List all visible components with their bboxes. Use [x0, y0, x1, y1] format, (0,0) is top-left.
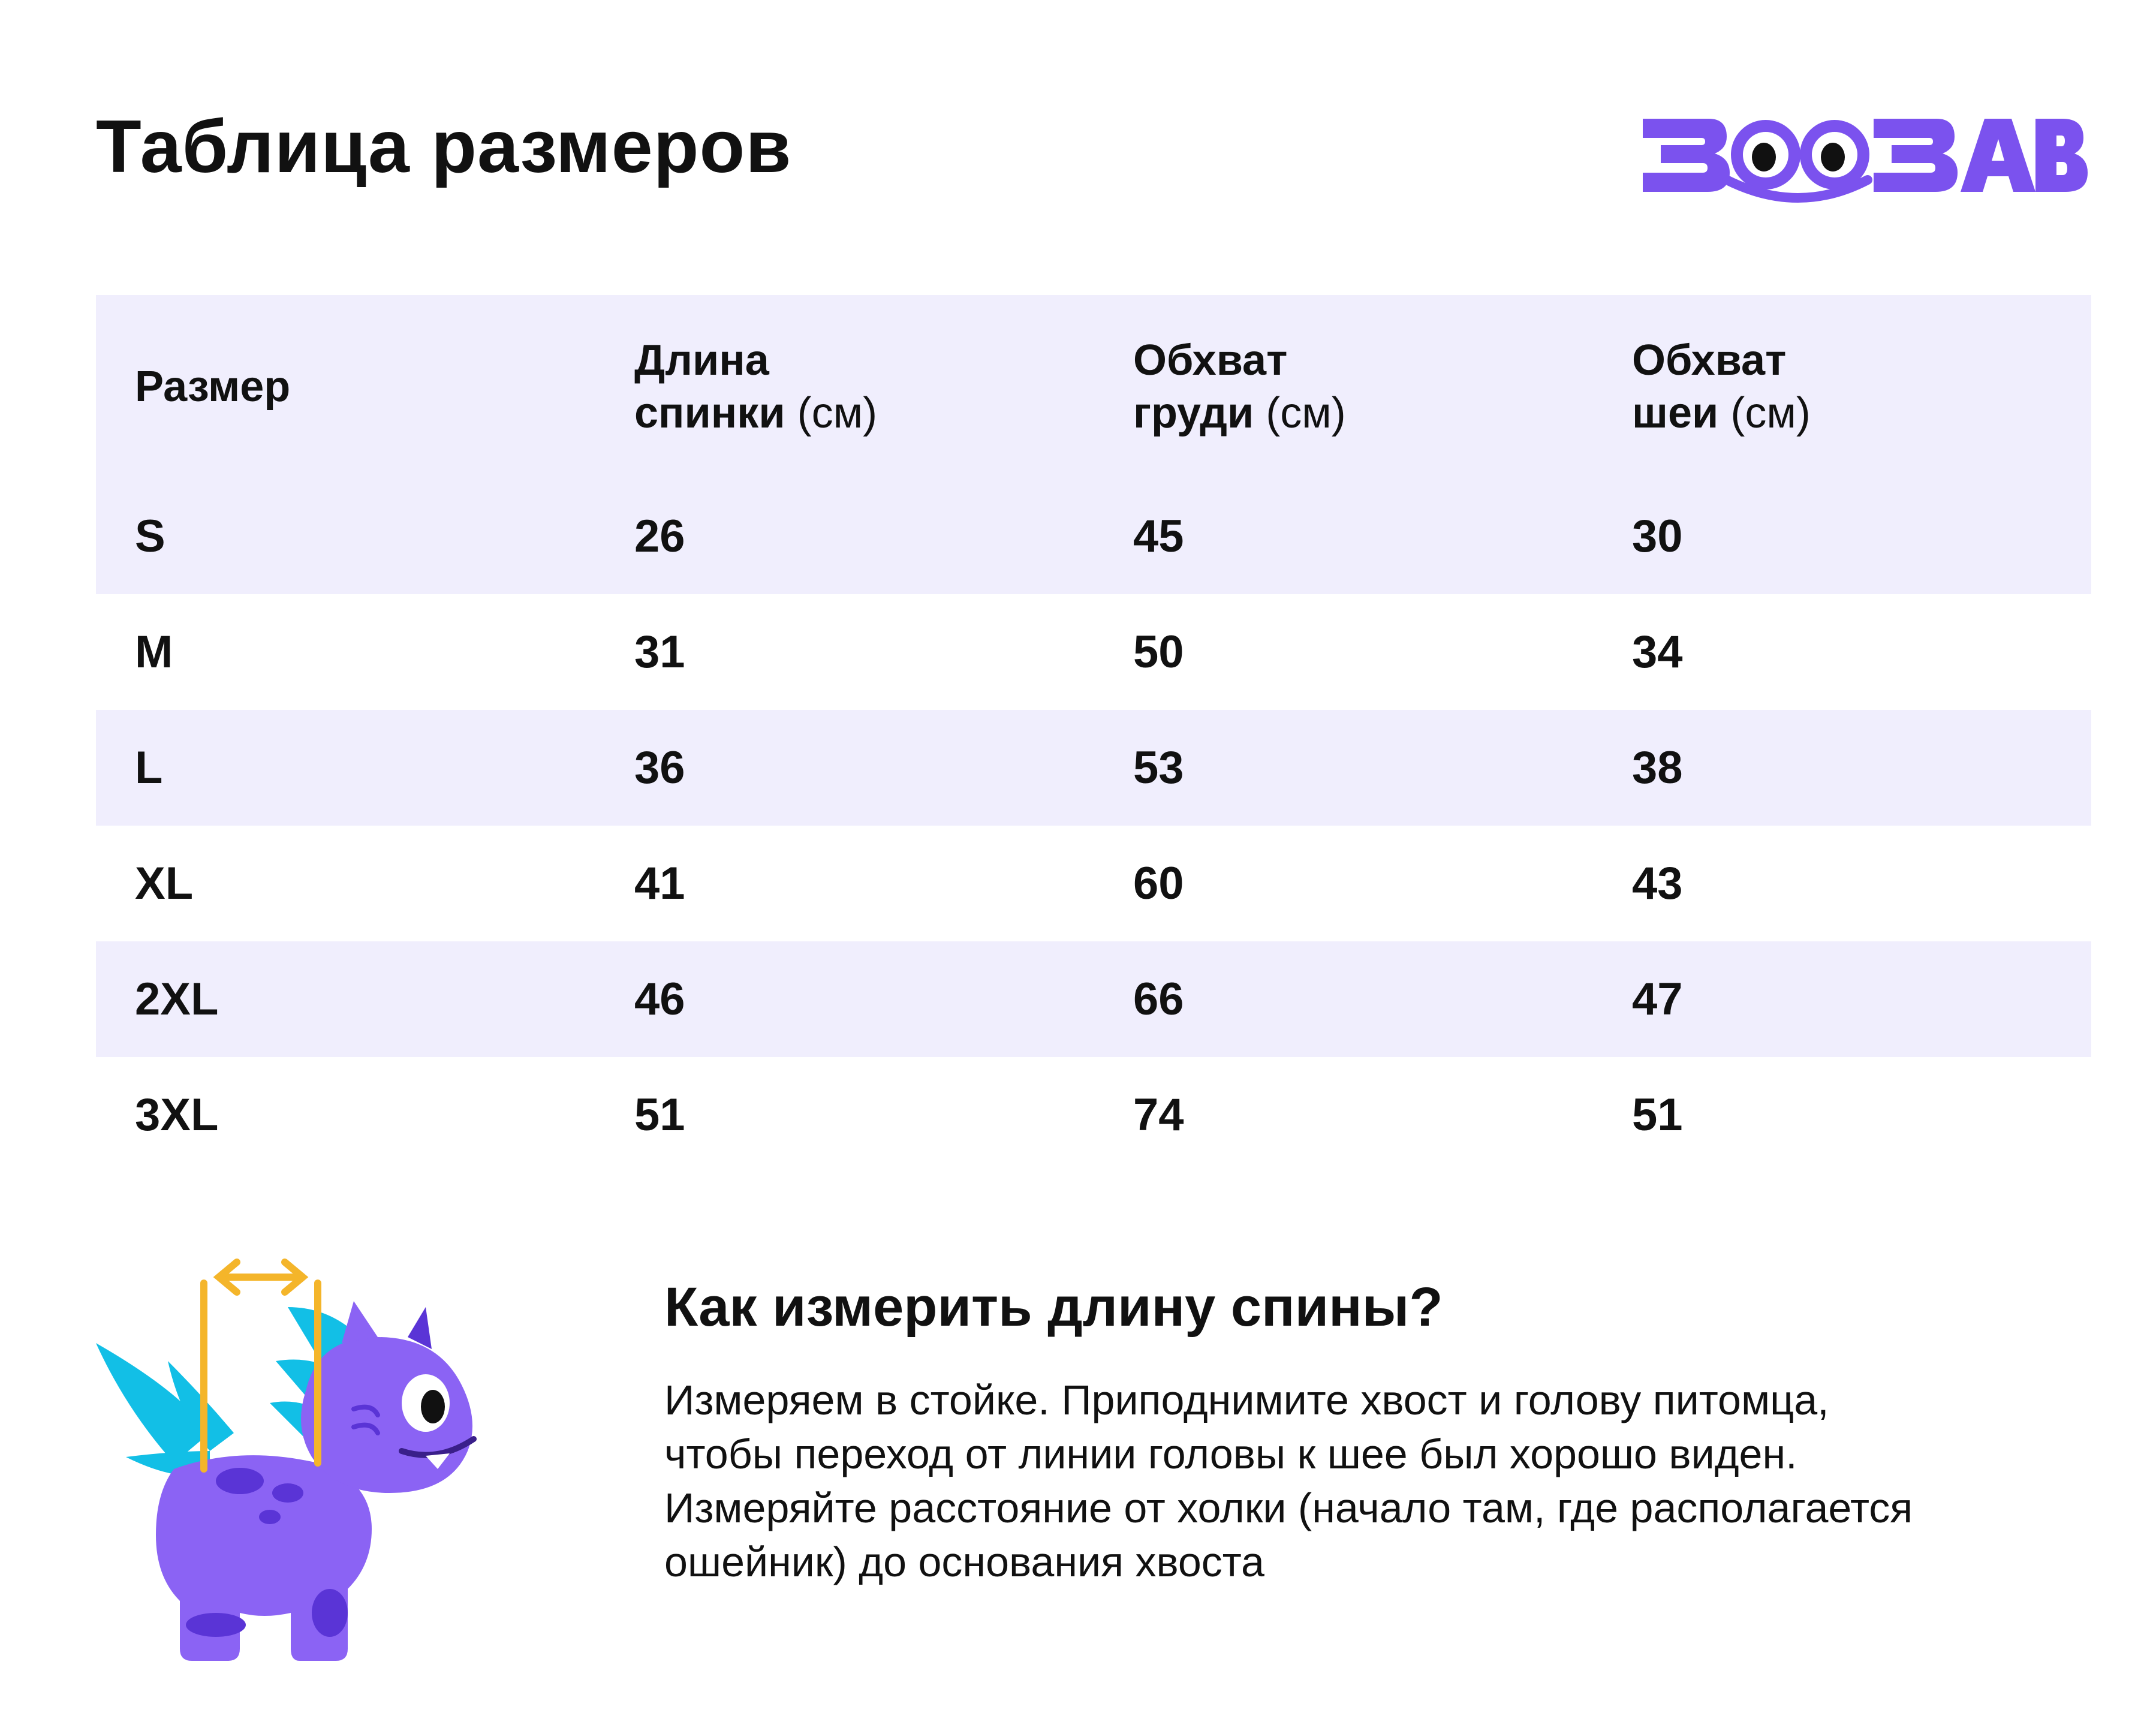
header-back-length-line2: спинки — [634, 389, 785, 437]
howto-title: Как измерить длину спины? — [664, 1277, 1443, 1338]
size-cell: 2XL — [135, 974, 219, 1025]
neck-cell: 43 — [1632, 858, 1683, 909]
chest-cell: 53 — [1133, 742, 1184, 793]
table-row: M 31 50 34 — [96, 594, 2091, 710]
zoozavr-logo — [1643, 119, 2088, 203]
chest-cell: 60 — [1133, 858, 1184, 909]
size-cell: S — [135, 511, 165, 562]
header-chest-line1: Обхват — [1133, 336, 1288, 384]
header-back-length: Длина спинки (см) — [634, 295, 877, 478]
back-length-cell: 31 — [634, 627, 685, 678]
table-row: L 36 53 38 — [96, 710, 2091, 826]
header-chest: Обхват груди (см) — [1133, 295, 1346, 478]
tail-spikes — [96, 1343, 234, 1476]
header-back-length-unit: (см) — [797, 389, 878, 437]
back-length-cell: 36 — [634, 742, 685, 793]
header-back-length-line1: Длина — [634, 336, 769, 384]
howto-text: Измеряем в стойке. Приподнимите хвост и … — [664, 1377, 1913, 1585]
table-header: Размер Длина спинки (см) Обхват груди (с… — [96, 295, 2091, 478]
page-title: Таблица размеров — [96, 106, 792, 188]
neck-cell: 38 — [1632, 742, 1683, 793]
back-length-cell: 26 — [634, 511, 685, 562]
table-row: 2XL 46 66 47 — [96, 941, 2091, 1057]
table-row: S 26 45 30 — [96, 478, 2091, 594]
table-row: XL 41 60 43 — [96, 826, 2091, 941]
back-length-cell: 41 — [634, 858, 685, 909]
size-cell: 3XL — [135, 1089, 219, 1140]
header-neck-line1: Обхват — [1632, 336, 1787, 384]
size-table: Размер Длина спинки (см) Обхват груди (с… — [96, 295, 2091, 1173]
dinosaur-illustration — [96, 1259, 477, 1661]
header-size-label: Размер — [135, 363, 291, 411]
neck-cell: 47 — [1632, 974, 1683, 1025]
header-neck-line2: шеи — [1632, 389, 1719, 437]
table-row: 3XL 51 74 51 — [96, 1057, 2091, 1173]
neck-cell: 34 — [1632, 627, 1683, 678]
back-length-cell: 46 — [634, 974, 685, 1025]
measure-lines — [200, 1259, 321, 1473]
chest-cell: 50 — [1133, 627, 1184, 678]
neck-cell: 30 — [1632, 511, 1683, 562]
size-cell: XL — [135, 858, 194, 909]
header-neck: Обхват шеи (см) — [1632, 295, 1811, 478]
chest-cell: 45 — [1133, 511, 1184, 562]
header-chest-line2: груди — [1133, 389, 1254, 437]
chest-cell: 74 — [1133, 1089, 1184, 1140]
size-cell: M — [135, 627, 173, 678]
header-neck-unit: (см) — [1730, 389, 1811, 437]
back-length-cell: 51 — [634, 1089, 685, 1140]
neck-cell: 51 — [1632, 1089, 1683, 1140]
size-cell: L — [135, 742, 163, 793]
header-chest-unit: (см) — [1266, 389, 1346, 437]
chest-cell: 66 — [1133, 974, 1184, 1025]
header-size: Размер — [135, 295, 290, 478]
